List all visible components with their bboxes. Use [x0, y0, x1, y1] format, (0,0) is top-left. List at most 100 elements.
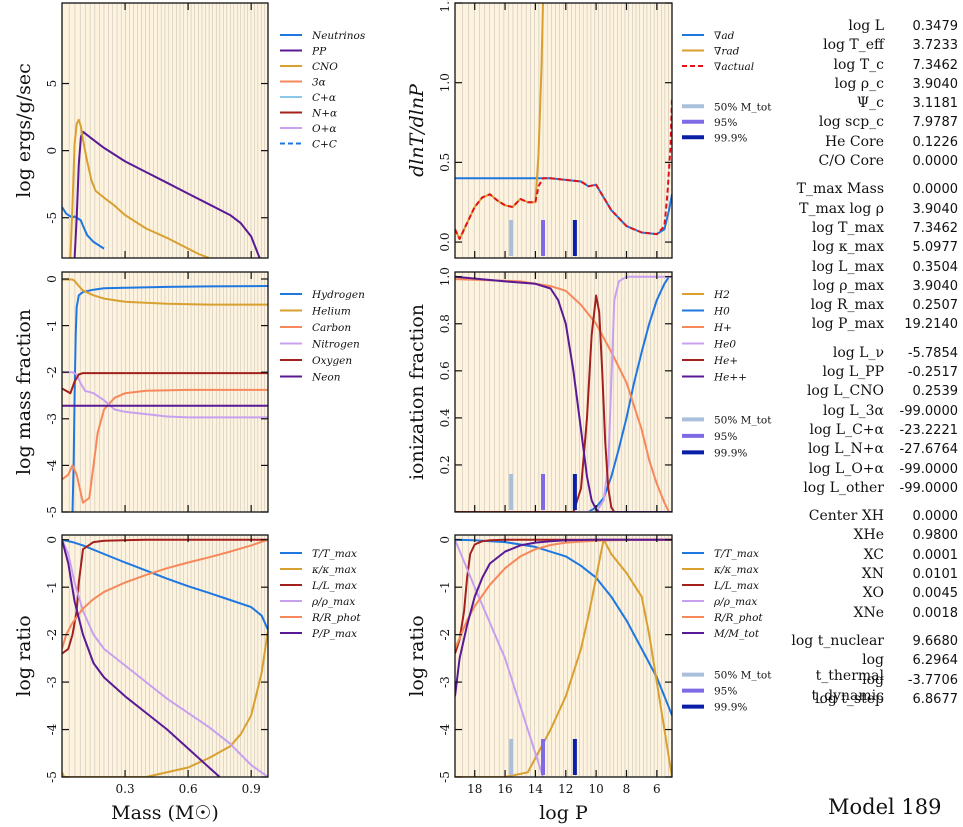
summary-table: log L 0.3479 log T_eff 3.7233 log T_c 7.3462 l…	[790, 18, 958, 710]
summary-row: Center XH 0.0000	[790, 508, 958, 527]
summary-gap	[790, 336, 958, 345]
legend-label: H+	[713, 322, 732, 334]
legend-label: R/R_phot	[713, 612, 763, 624]
series-line-l-l-max	[455, 538, 672, 654]
summary-value: 5.0977	[912, 240, 959, 256]
summary-gap	[790, 624, 958, 633]
y-tick-label: 5	[45, 80, 59, 88]
legend-label: 99.9%	[714, 702, 747, 714]
y-tick-label: 0.8	[438, 314, 452, 333]
legend-label: Oxygen	[312, 355, 352, 367]
legend-label: P/P_max	[311, 628, 357, 640]
x-tick-label: 6	[653, 782, 661, 796]
y-axis-label: log ratio	[406, 615, 428, 696]
y-axis-label: log mass fraction	[13, 309, 35, 475]
summary-label: log t_dynamic	[811, 671, 884, 704]
y-axis-label: ionization fraction	[406, 304, 428, 480]
summary-label: log P_max	[811, 316, 884, 333]
summary-value: 7.9787	[912, 115, 959, 131]
summary-value: 3.9040	[912, 201, 959, 217]
legend-label: ∇ad	[714, 30, 735, 42]
y-tick-label: 0.5	[438, 153, 452, 172]
summary-value: 7.3462	[912, 220, 959, 236]
zone-gridlines	[68, 272, 265, 512]
summary-label: XO	[862, 585, 884, 602]
summary-value: -23.2221	[899, 422, 958, 438]
series-line-neutrinos	[62, 206, 105, 250]
chart-ratios_pressure: -5 -4 -3 -2 -1 0 18 16 14 12 10 8 6 log ratio log P T/T…	[406, 534, 772, 824]
legend-label: ρ/ρ_max	[713, 596, 757, 608]
zone-gridlines	[462, 535, 669, 777]
zone-gridlines	[68, 3, 265, 258]
summary-value: 3.7233	[912, 38, 959, 54]
summary-value: 0.1226	[912, 134, 959, 150]
summary-value: 0.0045	[912, 586, 959, 602]
x-axis-label: Mass (M☉)	[111, 802, 219, 824]
summary-value: 0.0018	[912, 605, 959, 621]
summary-value: -99.0000	[899, 461, 958, 477]
zone-gridlines	[462, 272, 669, 512]
chart-gradients: 0.0 0.5 1.0 1.5 dlnT/dlnP ∇ad ∇rad ∇actual 50% M…	[406, 0, 772, 259]
legend: Hydrogen Helium Carbon Nitrogen Oxygen Neon	[280, 289, 365, 384]
summary-row: XNe 0.0018	[790, 605, 958, 624]
legend-label: C+α	[312, 92, 336, 104]
x-tick-label: 0.6	[179, 782, 198, 796]
summary-row: XO 0.0045	[790, 585, 958, 604]
summary-label: log t_thermal	[815, 652, 884, 685]
summary-row: T_max Mass 0.0000	[790, 181, 958, 200]
summary-row: log t_nuclear 9.6680	[790, 633, 958, 652]
legend-label: 95%	[714, 117, 737, 129]
legend-label: He++	[713, 372, 747, 384]
summary-value: 6.8677	[912, 691, 959, 707]
legend-label: 95%	[714, 431, 737, 443]
y-tick-label: 1.5	[438, 0, 452, 13]
summary-value: 0.9800	[912, 528, 959, 544]
plot-frame	[454, 534, 673, 778]
summary-label: T_max log ρ	[799, 200, 884, 217]
legend-label: He0	[713, 339, 736, 351]
summary-gap	[790, 499, 958, 508]
chart-energy: -5 0 5 log ergs/g/sec Neutrinos PP CNO 3α C+α N+α…	[13, 2, 366, 259]
summary-row: log L_other -99.0000	[790, 480, 958, 499]
summary-row: log t_step 6.8677	[790, 691, 958, 710]
summary-value: 0.2507	[912, 298, 959, 314]
y-tick-label: 0	[45, 536, 59, 544]
legend-label: He+	[713, 355, 738, 367]
legend-label: κ/κ_max	[311, 564, 357, 576]
x-tick-label: 10	[588, 782, 603, 796]
summary-label: log L_max	[811, 258, 884, 275]
summary-label: T_max Mass	[796, 181, 884, 198]
summary-row: log L_CNO 0.2539	[790, 383, 958, 402]
legend-label: 99.9%	[714, 132, 747, 144]
legend-label: ∇actual	[714, 61, 754, 73]
summary-label: XC	[863, 546, 884, 563]
series-lines	[62, 118, 261, 258]
y-tick-label: -5	[45, 506, 59, 518]
summary-row: XHe 0.9800	[790, 527, 958, 546]
legend-label: CNO	[312, 61, 338, 73]
summary-value: -3.7706	[907, 672, 958, 688]
summary-label: log T_c	[833, 56, 885, 73]
series-line-he0	[455, 275, 672, 512]
x-tick-label: 0.3	[116, 782, 135, 796]
summary-label: log L_other	[803, 479, 884, 496]
y-tick-label: -5	[438, 771, 452, 783]
legend-label: Carbon	[312, 322, 351, 334]
legend-label: 50% M_tot	[714, 101, 772, 113]
summary-value: 19.2140	[904, 317, 958, 333]
summary-label: log L_N+α	[807, 441, 884, 458]
y-tick-label: 0.0	[438, 233, 452, 252]
y-axis-label: dlnT/dlnP	[406, 83, 428, 177]
zone-gridlines	[462, 3, 669, 258]
summary-row: XC 0.0001	[790, 547, 958, 566]
summary-label: Center XH	[808, 508, 884, 525]
summary-label: log t_nuclear	[791, 632, 884, 649]
y-tick-label: -3	[438, 676, 452, 688]
legend-label: H0	[713, 306, 730, 318]
summary-value: 0.0001	[912, 547, 959, 563]
y-tick-label: 0.6	[438, 361, 452, 380]
summary-row: log L_3α -99.0000	[790, 403, 958, 422]
summary-label: log ρ_c	[834, 75, 884, 92]
series-line-he-	[455, 294, 672, 512]
legend-label: M/M_tot	[713, 628, 760, 640]
